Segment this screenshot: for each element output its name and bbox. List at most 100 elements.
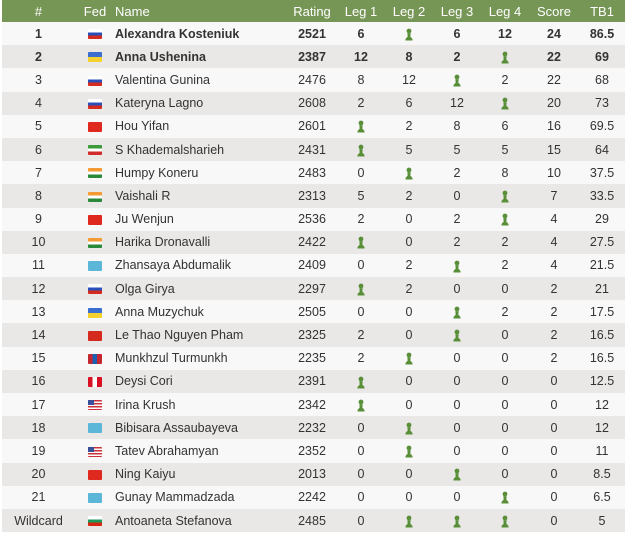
player-name: Kateryna Lagno (115, 91, 287, 115)
pawn-icon (356, 283, 366, 296)
pawn-icon (500, 190, 510, 203)
leg1-cell (337, 114, 385, 138)
leg3-cell: 0 (433, 184, 481, 208)
col-leg4[interactable]: Leg 4 (481, 0, 529, 22)
score-cell: 16 (529, 114, 579, 138)
player-name: Hou Yifan (115, 114, 287, 138)
leg1-cell: 0 (337, 161, 385, 185)
rank-cell: 2 (2, 45, 75, 69)
rank-cell: 7 (2, 161, 75, 185)
leg3-cell (433, 300, 481, 324)
table-row: Wildcard Antoaneta Stefanova 2485 0 0 5 (2, 508, 625, 533)
score-cell: 0 (529, 462, 579, 486)
score-cell: 2 (529, 323, 579, 347)
flag-kz-icon (88, 423, 102, 434)
fed-cell (75, 416, 115, 440)
pawn-icon (452, 260, 462, 273)
rank-cell: 19 (2, 439, 75, 463)
table-row: 8 Vaishali R 2313 5 2 0 7 33.5 (2, 184, 625, 208)
fed-cell (75, 508, 115, 533)
leg2-cell: 0 (385, 462, 433, 486)
fed-cell (75, 114, 115, 138)
leg3-cell (433, 253, 481, 278)
player-name: Zhansaya Abdumalik (115, 253, 287, 278)
tb1-cell: 16.5 (579, 323, 625, 347)
leg3-cell (433, 323, 481, 347)
fed-cell (75, 393, 115, 417)
col-rank[interactable]: # (2, 0, 75, 22)
table-row: 9 Ju Wenjun 2536 2 0 2 4 29 (2, 207, 625, 231)
leg2-cell: 2 (385, 184, 433, 208)
score-cell: 7 (529, 184, 579, 208)
flag-bg-icon (88, 516, 102, 527)
leg4-cell (481, 485, 529, 509)
table-row: 10 Harika Dronavalli 2422 0 2 2 4 27.5 (2, 230, 625, 254)
score-cell: 20 (529, 91, 579, 115)
tb1-cell: 27.5 (579, 230, 625, 254)
fed-cell (75, 323, 115, 347)
pawn-icon (404, 28, 414, 41)
flag-vn-icon (88, 330, 102, 341)
col-name[interactable]: Name (115, 0, 287, 22)
rank-cell: 5 (2, 114, 75, 138)
leg4-cell (481, 508, 529, 533)
leg3-cell: 0 (433, 393, 481, 417)
flag-cn-icon (88, 469, 102, 480)
rating-cell: 2485 (287, 508, 337, 533)
table-row: 1 Alexandra Kosteniuk 2521 6 6 12 24 86.5 (2, 22, 625, 46)
flag-kz-icon (88, 493, 102, 504)
tb1-cell: 12 (579, 416, 625, 440)
leg1-cell: 5 (337, 184, 385, 208)
pawn-icon (404, 167, 414, 180)
leg3-cell: 6 (433, 22, 481, 46)
col-tb1[interactable]: TB1 (579, 0, 625, 22)
leg2-cell (385, 161, 433, 185)
rating-cell: 2342 (287, 393, 337, 417)
tb1-cell: 8.5 (579, 462, 625, 486)
table-row: 16 Deysi Cori 2391 0 0 0 0 12.5 (2, 369, 625, 393)
pawn-icon (500, 97, 510, 110)
score-cell: 10 (529, 161, 579, 185)
rank-cell: 8 (2, 184, 75, 208)
player-name: S Khademalsharieh (115, 137, 287, 162)
leg1-cell: 0 (337, 416, 385, 440)
table-row: 21 Gunay Mammadzada 2242 0 0 0 0 6.5 (2, 485, 625, 509)
rank-cell: Wildcard (2, 508, 75, 533)
leg3-cell: 0 (433, 369, 481, 393)
rating-cell: 2013 (287, 462, 337, 486)
leg4-cell: 0 (481, 393, 529, 417)
col-score[interactable]: Score (529, 0, 579, 22)
tb1-cell: 21.5 (579, 253, 625, 278)
leg2-cell: 0 (385, 207, 433, 231)
leg1-cell: 12 (337, 45, 385, 69)
leg3-cell: 0 (433, 346, 481, 370)
score-cell: 2 (529, 346, 579, 370)
col-leg1[interactable]: Leg 1 (337, 0, 385, 22)
leg2-cell (385, 416, 433, 440)
player-name: Antoaneta Stefanova (115, 508, 287, 533)
leg2-cell (385, 346, 433, 370)
leg3-cell (433, 462, 481, 486)
fed-cell (75, 253, 115, 278)
col-leg3[interactable]: Leg 3 (433, 0, 481, 22)
table-row: 12 Olga Girya 2297 2 0 0 2 21 (2, 277, 625, 301)
player-name: Anna Muzychuk (115, 300, 287, 324)
col-leg2[interactable]: Leg 2 (385, 0, 433, 22)
leg1-cell: 2 (337, 91, 385, 115)
leg2-cell (385, 22, 433, 46)
leg1-cell: 2 (337, 323, 385, 347)
player-name: Gunay Mammadzada (115, 485, 287, 509)
player-name: Vaishali R (115, 184, 287, 208)
leg1-cell (337, 137, 385, 162)
leg3-cell: 0 (433, 416, 481, 440)
player-name: Harika Dronavalli (115, 230, 287, 254)
flag-ua-icon (88, 307, 102, 318)
tb1-cell: 17.5 (579, 300, 625, 324)
pawn-icon (404, 422, 414, 435)
col-fed[interactable]: Fed (75, 0, 115, 22)
col-rating[interactable]: Rating (287, 0, 337, 22)
rating-cell: 2409 (287, 253, 337, 278)
table-row: 7 Humpy Koneru 2483 0 2 8 10 37.5 (2, 161, 625, 185)
